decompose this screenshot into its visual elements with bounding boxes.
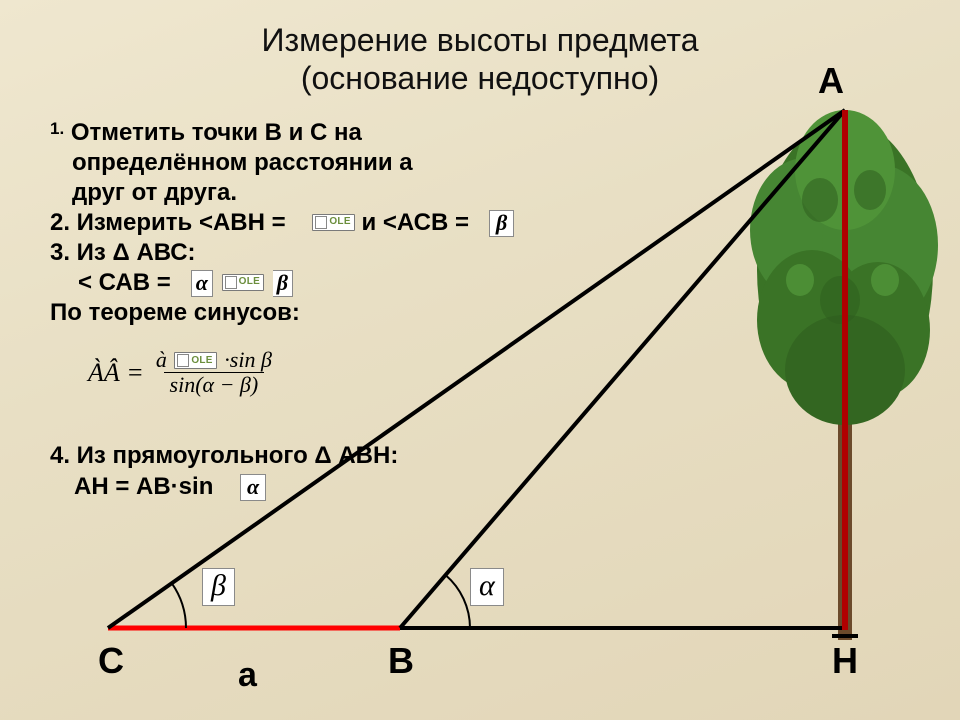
formula: ÀÂ = à OLE ·sin β sin(α − β) <box>88 348 278 397</box>
step4-pre: АН = АВ·sin <box>74 473 213 500</box>
beta-chip-step2: β <box>489 210 514 237</box>
step3-theorem: По теореме синусов: <box>50 298 610 328</box>
alpha-chip-step3: α <box>191 270 213 297</box>
label-B: В <box>388 640 414 682</box>
step2-pre: 2. Измерить <АВН = <box>50 209 286 236</box>
step1-line3: друг от друга. <box>50 178 610 208</box>
step3-line1: 3. Из Δ АВС: <box>50 238 610 268</box>
beta-chip-step3: β <box>273 270 293 297</box>
angle-chip-beta: β <box>202 568 235 606</box>
ole-icon: OLE <box>312 214 354 231</box>
label-H: Н <box>832 640 858 682</box>
tree-trunk <box>838 380 852 640</box>
step1-line1: Отметить точки В и С на <box>71 119 362 146</box>
step1-line2: определённом расстоянии а <box>50 148 610 178</box>
formula-num-right: ·sin β <box>224 347 272 372</box>
step4-line1: 4. Из прямоугольного Δ АВН: <box>50 440 610 471</box>
step1-marker: 1. <box>50 119 64 138</box>
step2-mid: и <АСВ = <box>361 209 469 236</box>
tree-foliage <box>750 110 938 425</box>
step3-pre: < САВ = <box>78 269 171 296</box>
steps-block: 1. Отметить точки В и С на определённом … <box>50 118 610 328</box>
title-line2: (основание недоступно) <box>0 60 960 98</box>
label-A: А <box>818 60 844 102</box>
label-a: а <box>238 656 257 695</box>
angle-arc-C <box>172 583 186 628</box>
title: Измерение высоты предмета (основание нед… <box>0 22 960 98</box>
angle-chip-alpha: α <box>470 568 504 606</box>
label-C: С <box>98 640 124 682</box>
formula-lhs: ÀÂ = <box>88 358 144 388</box>
formula-den: sin(α − β) <box>164 372 265 397</box>
alpha-chip-step4: α <box>240 474 266 501</box>
ole-icon: OLE <box>222 274 264 291</box>
formula-num-left: à <box>156 347 167 372</box>
title-line1: Измерение высоты предмета <box>0 22 960 60</box>
ole-icon: OLE <box>174 352 216 369</box>
step4-block: 4. Из прямоугольного Δ АВН: АН = АВ·sin … <box>50 440 610 502</box>
angle-arc-B <box>446 575 471 628</box>
